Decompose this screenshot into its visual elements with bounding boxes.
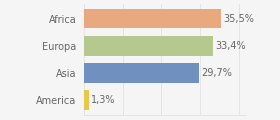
Text: 33,4%: 33,4% bbox=[216, 41, 246, 51]
Bar bbox=[84, 63, 199, 83]
Text: 35,5%: 35,5% bbox=[224, 14, 255, 24]
Bar bbox=[84, 9, 221, 28]
Bar bbox=[84, 36, 213, 56]
Text: 29,7%: 29,7% bbox=[201, 68, 232, 78]
Text: 1,3%: 1,3% bbox=[91, 95, 116, 105]
Bar bbox=[84, 90, 89, 110]
